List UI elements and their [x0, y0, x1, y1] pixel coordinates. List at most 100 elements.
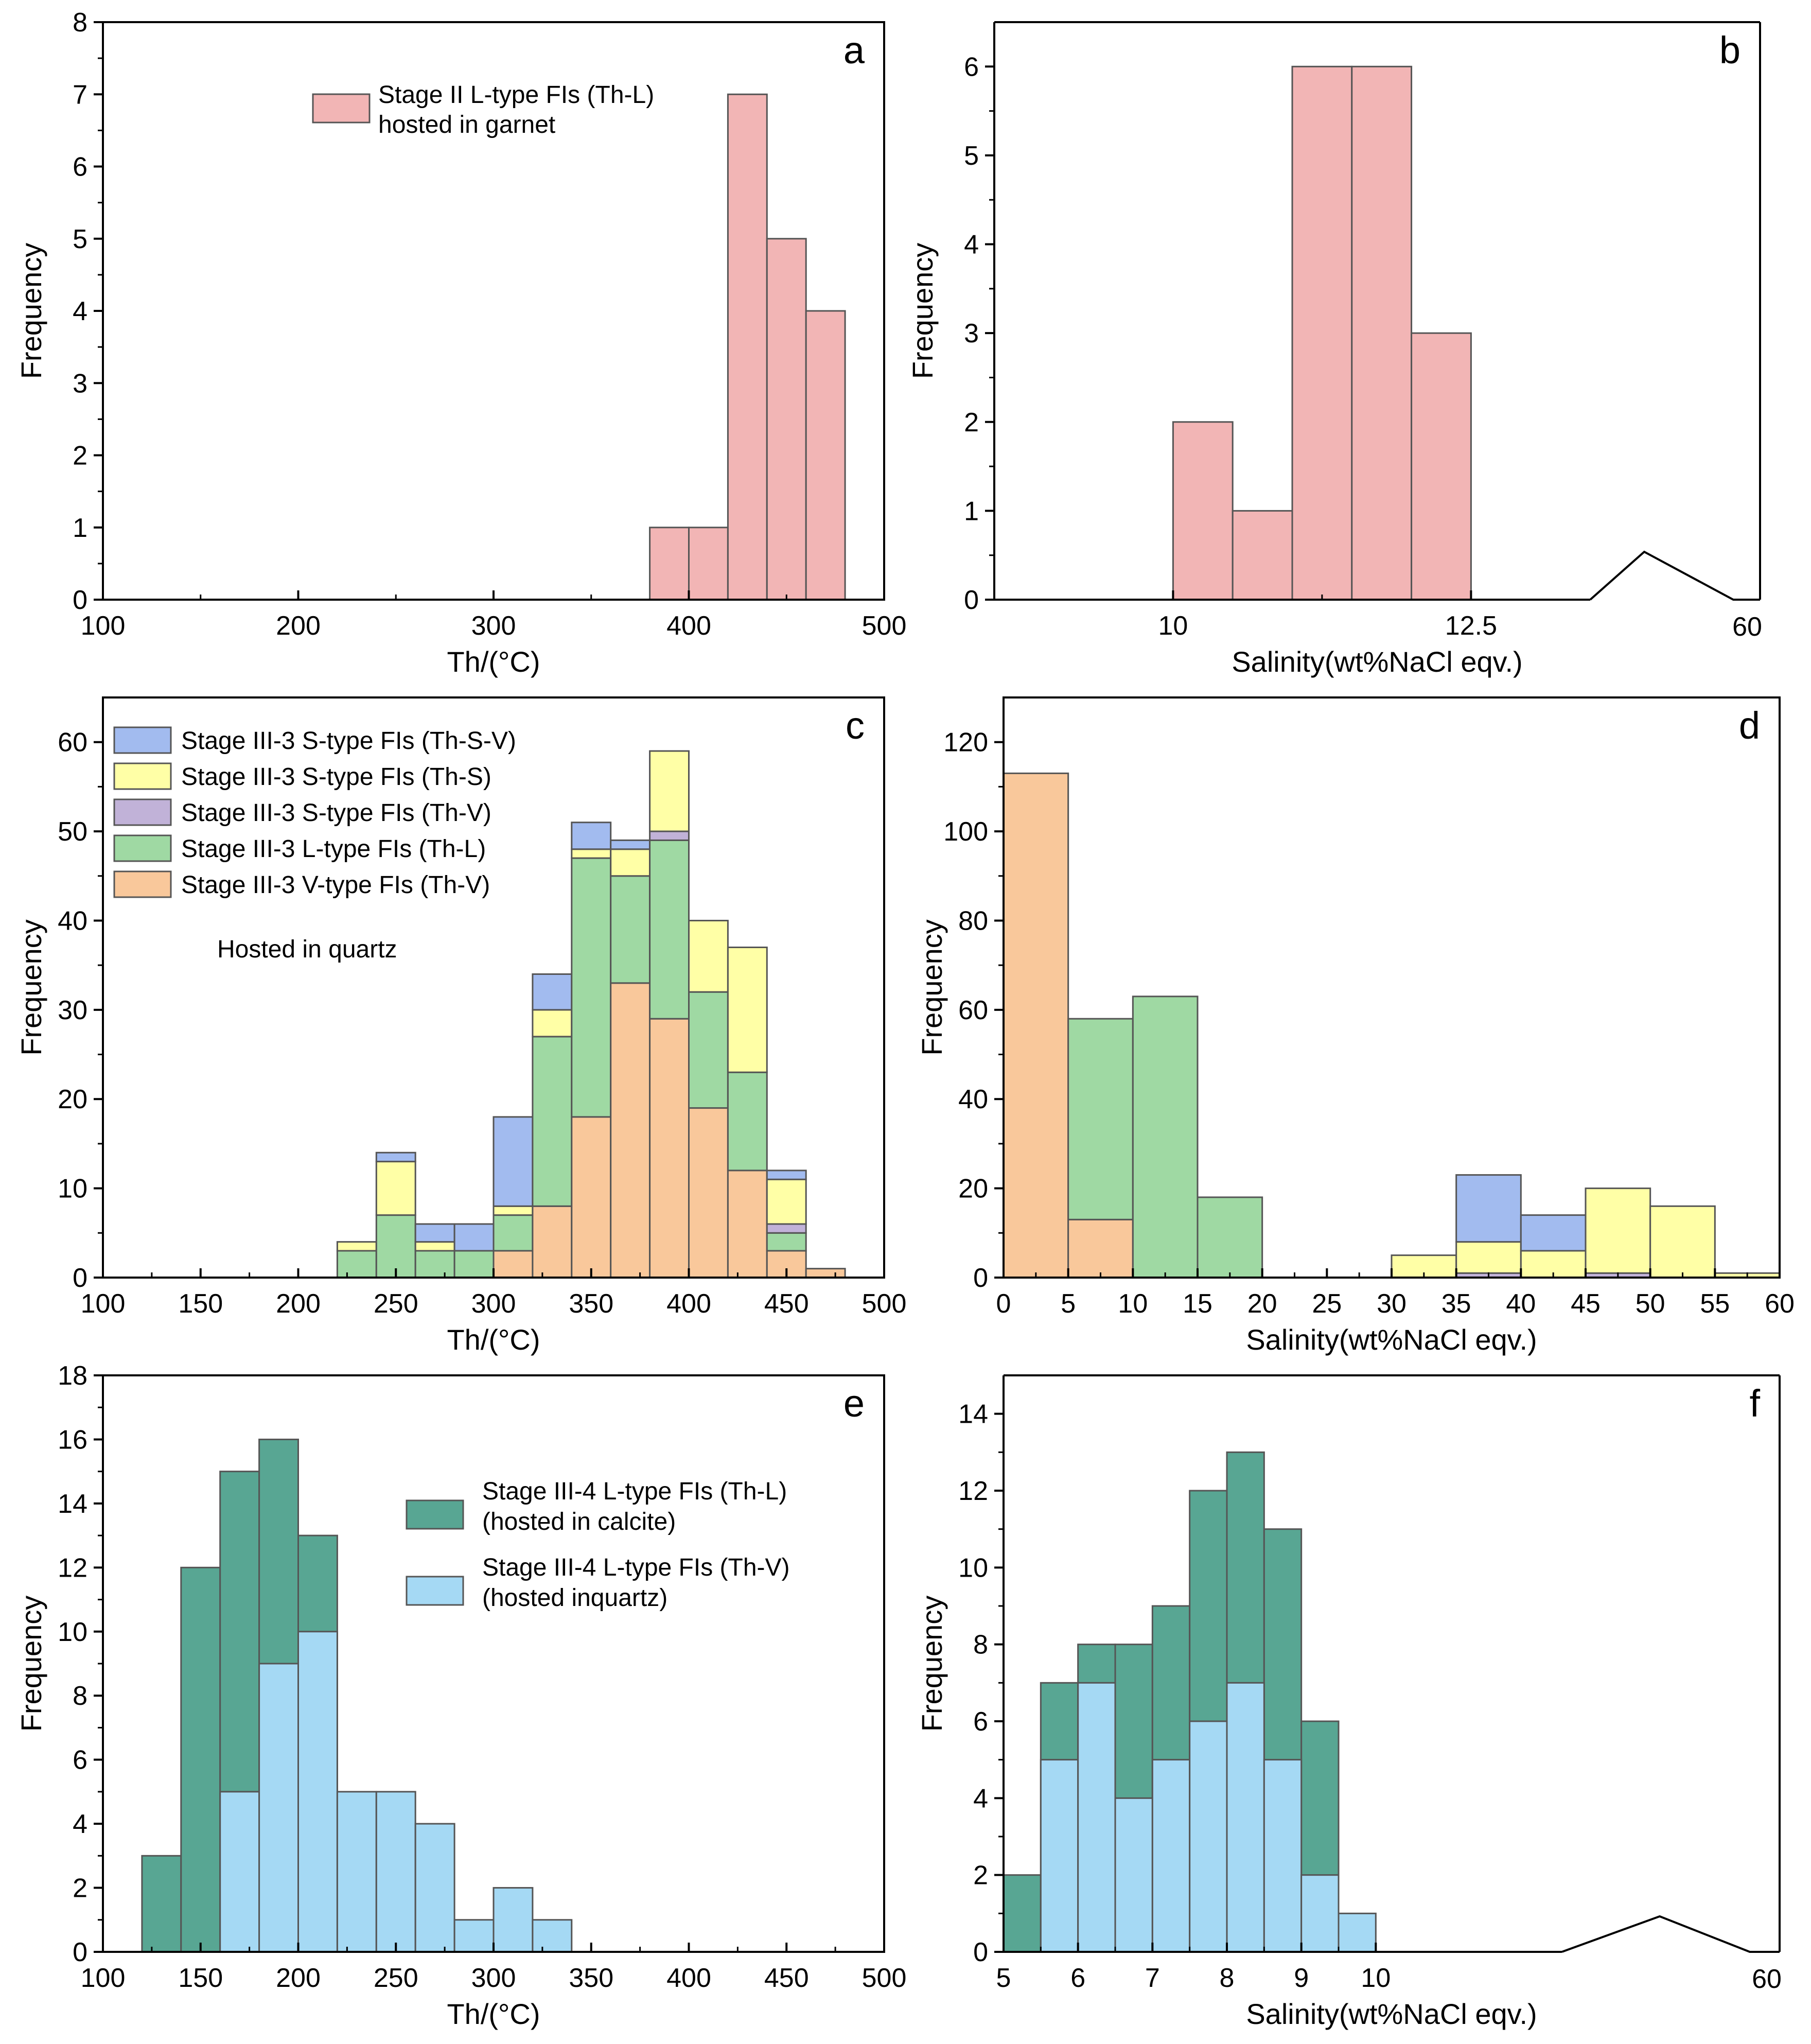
y-tick-label-a-4: 4 — [73, 296, 87, 326]
bar-d-s1-1 — [1067, 1018, 1134, 1220]
y-tick-label-b-0: 0 — [964, 585, 979, 615]
bar-b-s0-2 — [1291, 65, 1353, 601]
x-tick-label-e-4: 300 — [471, 1963, 516, 1993]
y-axis-label-f: Frequency — [916, 1596, 948, 1732]
bar-a-s0-0 — [649, 527, 690, 601]
y-tick-label-c-2: 20 — [58, 1085, 87, 1114]
bars-f — [1003, 1451, 1377, 1953]
x-tick-label-d-5: 25 — [1312, 1289, 1342, 1319]
x-tick-label-c-5: 350 — [569, 1289, 613, 1319]
bars-b — [1172, 65, 1472, 601]
legend-label-c-3: Stage III-3 L-type FIs (Th-L) — [181, 835, 486, 863]
y-axis-label-e: Frequency — [15, 1596, 47, 1732]
x-ticks-b: 10 12.5 — [1158, 590, 1497, 641]
bar-c-s1-8 — [649, 839, 690, 1020]
x-axis-label-d: Salinity(wt%NaCl eqv.) — [1246, 1323, 1537, 1356]
bar-c-s0-10 — [727, 1169, 768, 1279]
x-tick-label-f-2: 7 — [1145, 1963, 1160, 1993]
x-ticks-c: 100 150 200 250 300 350 400 450 500 — [81, 1268, 907, 1319]
y-tick-label-f-4: 8 — [973, 1630, 988, 1660]
bar-e-s1-3 — [336, 1791, 377, 1953]
bar-c-s4-6 — [571, 822, 612, 850]
y-tick-label-b-3: 3 — [964, 319, 979, 348]
y-tick-label-e-8: 16 — [58, 1425, 87, 1455]
legend-label2-a-0: hosted in garnet — [378, 111, 555, 138]
bar-e-s1-0 — [219, 1791, 260, 1953]
bar-e-s0-1 — [180, 1566, 221, 1953]
y-tick-label-c-3: 30 — [58, 995, 87, 1025]
bar-f-s1-2 — [1114, 1797, 1153, 1953]
x-ticks-a: 100 200 300 400 500 — [81, 590, 907, 641]
y-tick-label-e-5: 10 — [58, 1617, 87, 1647]
y-tick-label-e-4: 8 — [73, 1681, 87, 1711]
x-tick-label-e-1: 150 — [178, 1963, 223, 1993]
bar-e-s1-8 — [532, 1919, 573, 1953]
bar-c-s1-5 — [532, 1036, 573, 1207]
x-tick-label-d-12: 60 — [1765, 1289, 1795, 1319]
bar-d-s1-3 — [1197, 1196, 1263, 1279]
y-tick-label-b-6: 6 — [964, 52, 979, 82]
bar-d-s0-1 — [1067, 1218, 1134, 1279]
bar-d-s3-5 — [1455, 1241, 1522, 1274]
bars-d — [1003, 772, 1781, 1279]
y-axis-label-b: Frequency — [906, 243, 939, 379]
y-ticks-c: 0 10 20 30 40 50 60 — [58, 728, 103, 1293]
y-tick-label-a-0: 0 — [73, 585, 87, 615]
x-tick-label-a-4: 500 — [862, 611, 907, 641]
y-tick-label-d-0: 0 — [973, 1263, 988, 1293]
bar-c-s1-11 — [766, 1232, 807, 1252]
y-tick-label-a-7: 7 — [73, 80, 87, 110]
legend-label-c-2: Stage III-3 S-type FIs (Th-V) — [181, 799, 491, 827]
x-tick-label-c-8: 500 — [862, 1289, 907, 1319]
legend-label-e-0: Stage III-4 L-type FIs (Th-L) — [482, 1478, 787, 1505]
bar-c-s0-4 — [493, 1250, 534, 1279]
x-ticks-d: 0 5 10 15 20 25 30 35 40 45 50 55 60 — [996, 1268, 1795, 1319]
y-tick-label-a-5: 5 — [73, 224, 87, 254]
x-axis-label-e: Th/(°C) — [447, 1998, 540, 2030]
y-tick-label-a-3: 3 — [73, 369, 87, 398]
x-tick-label-a-1: 200 — [276, 611, 321, 641]
x-tick-label-d-7: 35 — [1441, 1289, 1471, 1319]
legend-c: Stage III-3 S-type FIs (Th-S-V) Stage III… — [113, 726, 516, 899]
legend-swatch-c-3 — [113, 834, 172, 862]
legend-label-c-1: Stage III-3 S-type FIs (Th-S) — [181, 763, 491, 791]
panel-letter-b: b — [1719, 29, 1740, 72]
y-tick-label-b-5: 5 — [964, 141, 979, 171]
bar-c-s3-5 — [532, 1009, 573, 1038]
x-tick-label-d-11: 55 — [1700, 1289, 1730, 1319]
y-tick-label-f-5: 10 — [958, 1553, 988, 1583]
x-tick-label-e-0: 100 — [81, 1963, 126, 1993]
bar-c-s1-9 — [688, 991, 729, 1109]
y-tick-label-e-0: 0 — [73, 1937, 87, 1967]
y-tick-label-a-6: 6 — [73, 152, 87, 182]
bars-a — [649, 93, 846, 601]
y-tick-label-f-1: 2 — [973, 1861, 988, 1891]
annotation-c: Hosted in quartz — [217, 936, 397, 963]
bar-c-s3-10 — [727, 946, 768, 1073]
bar-f-s1-1 — [1077, 1682, 1116, 1953]
x-tick-label-d-6: 30 — [1377, 1289, 1406, 1319]
bar-c-s1-2 — [414, 1250, 455, 1279]
y-tick-label-f-2: 4 — [973, 1784, 988, 1813]
x-tick-label-b-0: 10 — [1158, 611, 1188, 641]
y-ticks-f: 0 2 4 6 8 10 12 14 — [958, 1400, 1004, 1967]
bar-c-s0-8 — [649, 1018, 690, 1279]
x-tick-label-c-2: 200 — [276, 1289, 321, 1319]
y-tick-label-f-3: 6 — [973, 1707, 988, 1737]
y-tick-label-b-1: 1 — [964, 496, 979, 526]
bar-f-s1-5 — [1226, 1682, 1265, 1953]
x-tick-label-e-3: 250 — [374, 1963, 418, 1993]
bar-c-s0-7 — [610, 982, 651, 1279]
y-tick-label-f-6: 12 — [958, 1476, 988, 1506]
bar-c-s2-8 — [649, 830, 690, 841]
x-tick-label-f-0: 5 — [996, 1963, 1011, 1993]
bar-c-s4-3 — [453, 1223, 495, 1252]
x-tick-label-c-1: 150 — [178, 1289, 223, 1319]
x-tick-label-f-3: 8 — [1220, 1963, 1235, 1993]
x-tick-label-d-1: 5 — [1061, 1289, 1076, 1319]
bar-e-s1-1 — [258, 1663, 300, 1953]
y-tick-label-e-1: 2 — [73, 1874, 87, 1903]
legend-e: Stage III-4 L-type FIs (Th-L) (hosted in … — [406, 1478, 790, 1612]
bar-d-s1-2 — [1132, 995, 1199, 1279]
